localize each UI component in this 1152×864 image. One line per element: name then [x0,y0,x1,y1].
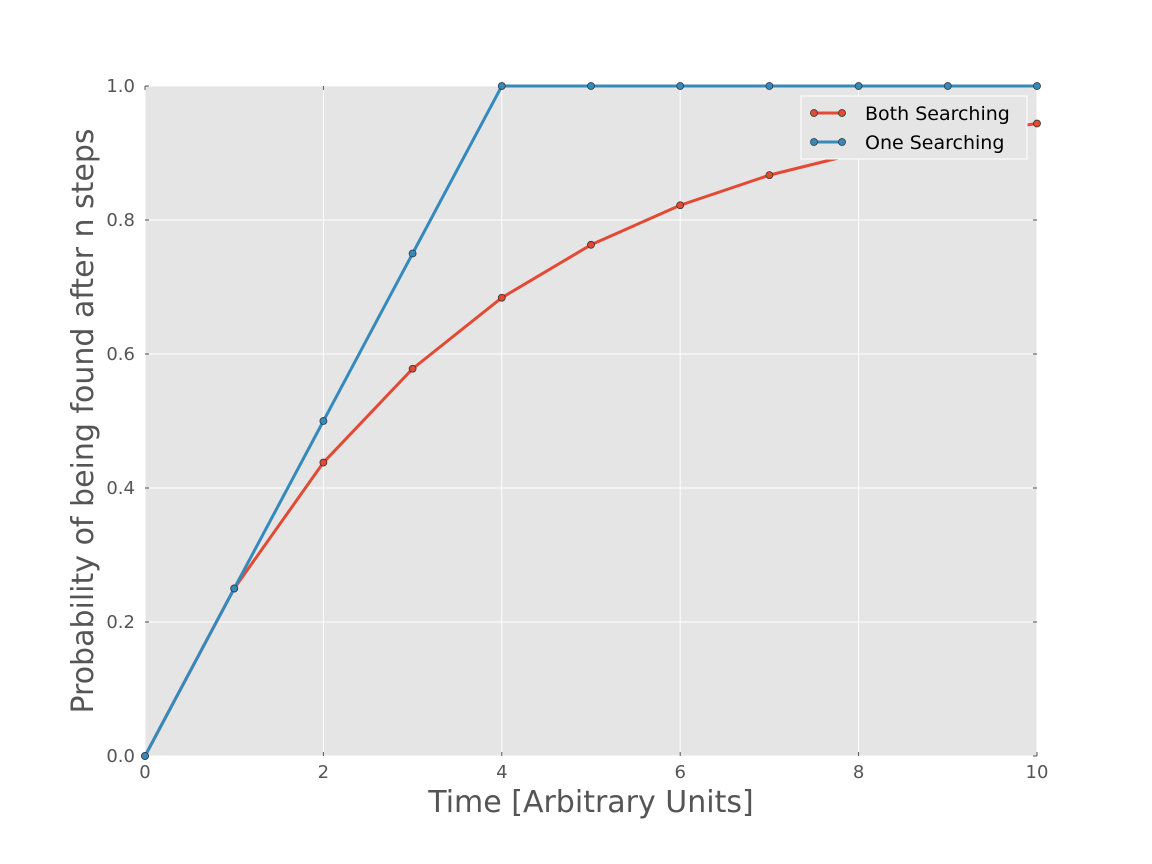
legend-swatch-marker [838,138,846,146]
data-point [319,417,328,425]
y-tick-label: 0.0 [106,746,135,767]
data-point [497,82,506,90]
data-point [943,82,952,90]
data-point [587,240,595,249]
data-point [854,82,863,90]
legend-label: Both Searching [865,103,1010,125]
plot-background [145,86,1037,756]
x-tick-label: 2 [318,762,329,783]
data-point [230,584,239,593]
x-tick-label: 4 [496,762,507,783]
data-point [319,458,328,467]
data-point [408,364,417,373]
data-point [676,82,685,90]
y-tick-label: 0.4 [106,478,135,499]
data-point [1033,82,1041,90]
x-tick-label: 8 [853,762,864,783]
data-point [1033,119,1041,128]
legend-swatch-marker [810,138,818,146]
data-point [497,293,506,302]
legend-label: One Searching [865,132,1004,154]
legend-swatch-marker [810,109,818,117]
data-point [676,201,685,210]
y-tick-label: 0.2 [106,612,135,633]
y-axis-label: Probability of being found after n steps [66,128,101,713]
grid [144,85,1038,757]
x-axis-label: Time [Arbitrary Units] [427,785,753,820]
legend-swatch-marker [838,109,846,117]
data-point [408,249,417,258]
y-tick-label: 0.8 [106,210,135,231]
data-point [141,752,149,760]
x-tick-label: 0 [139,762,150,783]
legend-box [800,95,1028,160]
y-tick-label: 0.6 [106,344,135,365]
legend: Both Searching One Searching [800,95,1028,160]
data-point [765,171,774,180]
data-point [587,82,595,90]
x-tick-label: 10 [1026,762,1049,783]
x-tick-label: 6 [674,762,685,783]
series-1 [141,82,1041,760]
data-point [765,82,774,90]
y-tick-label: 1.0 [106,76,135,97]
